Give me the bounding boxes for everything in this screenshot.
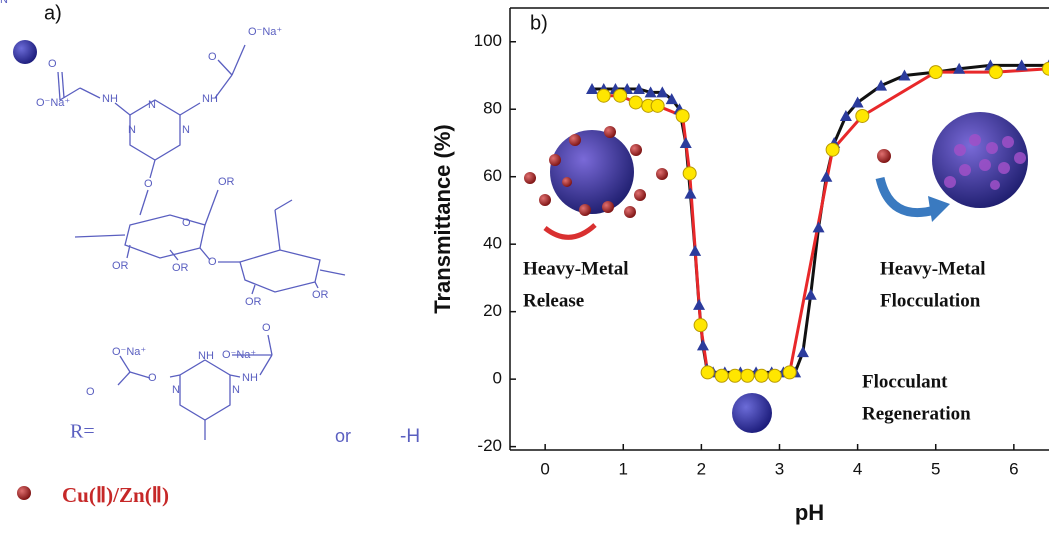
marker	[826, 143, 839, 156]
atom-label: N	[148, 99, 156, 111]
marker	[929, 66, 942, 79]
annotation: Release	[523, 290, 584, 311]
atom-label: NH	[202, 93, 218, 105]
or-label: or	[335, 426, 351, 446]
marker	[680, 137, 692, 148]
annotation: Flocculation	[880, 290, 981, 311]
atom-label: O⁻Na⁺	[36, 97, 70, 109]
atom-label: O⁻Na⁺	[248, 26, 282, 38]
marker	[728, 369, 741, 382]
atom-label: O⁻Na⁺	[112, 346, 146, 358]
atom-label: N	[0, 0, 8, 6]
x-axis-label: pH	[795, 500, 824, 525]
atom-label: OR	[218, 176, 235, 188]
y-axis-label: Transmittance (%)	[430, 124, 455, 314]
y-tick-label: 40	[483, 234, 502, 253]
atom-label: O	[262, 322, 271, 334]
x-tick-label: 1	[619, 459, 628, 478]
x-tick-label: 6	[1009, 459, 1018, 478]
atom-label: O	[48, 58, 57, 70]
atom-label: O	[144, 178, 153, 190]
atom-label: NH	[102, 93, 118, 105]
atom-label: N	[172, 384, 180, 396]
annotation: Heavy-Metal	[880, 258, 986, 279]
atom-label: O⁻Na⁺	[222, 349, 256, 361]
atom-label: N	[182, 124, 190, 136]
marker	[693, 299, 705, 310]
marker	[701, 366, 714, 379]
x-tick-label: 4	[853, 459, 862, 478]
atom-label: OR	[112, 260, 129, 272]
flocculant-icon	[13, 40, 37, 64]
marker	[684, 188, 696, 199]
atom-label: OR	[172, 262, 189, 274]
atom-label: O	[148, 372, 157, 384]
atom-label: NH	[198, 350, 214, 362]
annotation: Flocculant	[862, 371, 948, 392]
atom-label: O	[208, 256, 217, 268]
y-tick-label: 0	[493, 369, 502, 388]
y-tick-label: 20	[483, 301, 502, 320]
atom-label: OR	[312, 289, 329, 301]
atom-label: OR	[245, 296, 262, 308]
y-tick-label: -20	[477, 436, 502, 455]
x-tick-label: 2	[697, 459, 706, 478]
h-label: -H	[400, 426, 420, 447]
marker	[856, 109, 869, 122]
annotation: Heavy-Metal	[523, 258, 629, 279]
marker	[741, 369, 754, 382]
marker	[629, 96, 642, 109]
r-label: R=	[70, 421, 95, 443]
marker	[697, 339, 709, 350]
marker	[989, 66, 1002, 79]
marker	[651, 99, 664, 112]
marker	[797, 346, 809, 357]
marker	[755, 369, 768, 382]
x-tick-label: 0	[540, 459, 549, 478]
atom-label: O	[208, 51, 217, 63]
marker	[783, 366, 796, 379]
marker	[813, 221, 825, 232]
marker	[614, 89, 627, 102]
marker	[689, 245, 701, 256]
marker	[683, 167, 696, 180]
metal-icon	[17, 486, 31, 500]
atom-label: O	[182, 217, 191, 229]
marker	[768, 369, 781, 382]
y-tick-label: 60	[483, 166, 502, 185]
panel-label: b)	[530, 12, 548, 34]
metal-legend: Cu(Ⅱ)/Zn(Ⅱ)	[62, 483, 169, 507]
marker	[676, 109, 689, 122]
atom-label: O	[86, 386, 95, 398]
y-tick-label: 100	[474, 31, 502, 50]
annotation: Regeneration	[862, 403, 971, 424]
y-tick-label: 80	[483, 99, 502, 118]
marker	[820, 171, 832, 182]
x-tick-label: 5	[931, 459, 940, 478]
marker	[715, 369, 728, 382]
atom-label: N	[232, 384, 240, 396]
atom-label: NH	[242, 372, 258, 384]
panel-label: a)	[44, 2, 62, 24]
marker	[694, 319, 707, 332]
x-tick-label: 3	[775, 459, 784, 478]
atom-label: N	[128, 124, 136, 136]
marker	[597, 89, 610, 102]
